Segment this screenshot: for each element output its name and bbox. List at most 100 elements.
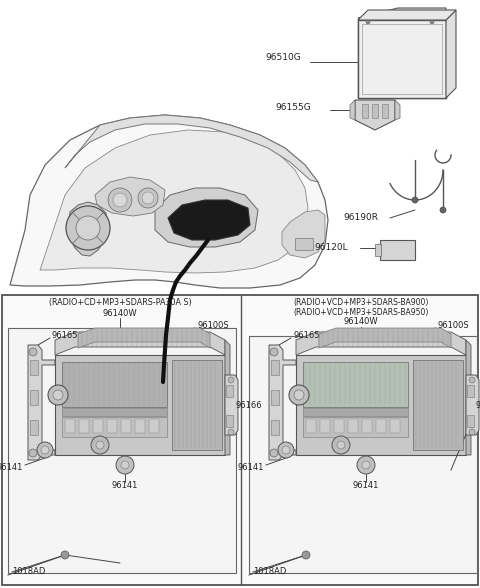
Bar <box>334 419 344 433</box>
Circle shape <box>96 441 104 449</box>
Bar <box>62 417 167 437</box>
Polygon shape <box>350 100 355 120</box>
Circle shape <box>138 188 158 208</box>
Circle shape <box>113 193 127 207</box>
Polygon shape <box>168 200 250 240</box>
Bar <box>362 104 368 118</box>
Polygon shape <box>269 345 296 460</box>
Circle shape <box>469 429 475 435</box>
Bar <box>295 238 313 250</box>
Bar <box>467 385 474 397</box>
Polygon shape <box>10 115 328 288</box>
Bar <box>135 419 145 433</box>
Bar <box>226 415 233 427</box>
Circle shape <box>210 210 220 220</box>
Bar <box>2 295 478 585</box>
Bar <box>62 408 167 416</box>
Polygon shape <box>225 375 238 435</box>
Circle shape <box>270 348 278 356</box>
Polygon shape <box>282 210 325 258</box>
Polygon shape <box>65 115 318 182</box>
Circle shape <box>302 551 310 559</box>
Bar <box>271 360 279 375</box>
Polygon shape <box>319 328 451 348</box>
Bar <box>249 336 477 573</box>
Circle shape <box>270 449 278 457</box>
Circle shape <box>337 441 345 449</box>
Text: 96100S: 96100S <box>438 322 469 330</box>
Bar <box>375 244 381 256</box>
Circle shape <box>282 446 290 454</box>
Circle shape <box>228 377 234 383</box>
Circle shape <box>412 197 418 203</box>
Circle shape <box>289 385 309 405</box>
Bar <box>413 360 463 450</box>
Polygon shape <box>40 130 308 273</box>
Circle shape <box>294 390 304 400</box>
Bar <box>271 420 279 435</box>
Circle shape <box>440 207 446 213</box>
Bar <box>362 24 442 94</box>
Circle shape <box>469 377 475 383</box>
Circle shape <box>142 192 154 204</box>
Bar <box>306 419 316 433</box>
Bar <box>172 360 222 450</box>
Bar <box>8 328 236 573</box>
Text: (RADIO+CD+MP3+SDARS-PA30A S): (RADIO+CD+MP3+SDARS-PA30A S) <box>48 298 192 306</box>
Bar <box>376 419 386 433</box>
Polygon shape <box>395 100 400 120</box>
Text: 96120L: 96120L <box>314 243 348 252</box>
Bar <box>121 419 131 433</box>
Bar <box>372 104 378 118</box>
Bar <box>55 355 225 455</box>
Circle shape <box>29 449 37 457</box>
Circle shape <box>37 442 53 458</box>
Text: 96140W: 96140W <box>103 309 137 318</box>
Bar <box>320 419 330 433</box>
Circle shape <box>48 385 68 405</box>
Bar <box>30 420 38 435</box>
Text: 1018AD: 1018AD <box>12 567 46 576</box>
Circle shape <box>190 210 200 220</box>
Text: 96165: 96165 <box>52 330 79 339</box>
Bar <box>30 390 38 405</box>
Text: 96165: 96165 <box>293 330 320 339</box>
Circle shape <box>41 446 49 454</box>
Text: 96155G: 96155G <box>275 103 311 112</box>
Circle shape <box>357 456 375 474</box>
Polygon shape <box>55 332 225 355</box>
Bar <box>467 415 474 427</box>
Text: 96166: 96166 <box>476 400 480 409</box>
Circle shape <box>228 429 234 435</box>
Circle shape <box>332 436 350 454</box>
Polygon shape <box>358 8 446 18</box>
Polygon shape <box>296 332 466 355</box>
Bar <box>303 417 408 437</box>
Polygon shape <box>78 328 210 348</box>
Polygon shape <box>446 10 456 98</box>
Bar <box>358 18 446 98</box>
Text: 96190R: 96190R <box>343 213 378 222</box>
Circle shape <box>121 461 129 469</box>
Text: 96510G: 96510G <box>265 54 301 62</box>
Circle shape <box>53 390 63 400</box>
Circle shape <box>235 210 245 220</box>
Bar <box>348 419 358 433</box>
Circle shape <box>116 456 134 474</box>
Bar <box>380 240 415 260</box>
Bar <box>271 390 279 405</box>
Polygon shape <box>358 10 456 20</box>
Bar <box>382 104 388 118</box>
Circle shape <box>29 348 37 356</box>
Text: 96141: 96141 <box>112 482 138 490</box>
Text: 96141: 96141 <box>353 482 379 490</box>
Text: 1018AD: 1018AD <box>253 567 287 576</box>
Bar <box>62 362 167 407</box>
Bar <box>107 419 117 433</box>
Circle shape <box>430 20 434 24</box>
Bar <box>30 360 38 375</box>
Polygon shape <box>466 375 479 435</box>
Polygon shape <box>225 340 230 455</box>
Polygon shape <box>466 340 471 455</box>
Circle shape <box>91 436 109 454</box>
